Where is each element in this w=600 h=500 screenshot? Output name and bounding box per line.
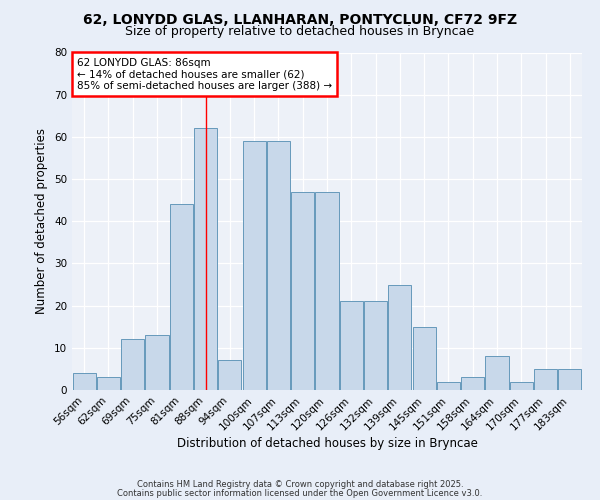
- Text: Size of property relative to detached houses in Bryncae: Size of property relative to detached ho…: [125, 25, 475, 38]
- Bar: [73, 373, 95, 390]
- Bar: [170, 204, 193, 390]
- X-axis label: Distribution of detached houses by size in Bryncae: Distribution of detached houses by size …: [176, 438, 478, 450]
- Text: 62, LONYDD GLAS, LLANHARAN, PONTYCLUN, CF72 9FZ: 62, LONYDD GLAS, LLANHARAN, PONTYCLUN, C…: [83, 12, 517, 26]
- Bar: [485, 356, 509, 390]
- Bar: [388, 284, 412, 390]
- Bar: [364, 302, 387, 390]
- Bar: [242, 141, 266, 390]
- Y-axis label: Number of detached properties: Number of detached properties: [35, 128, 49, 314]
- Text: Contains public sector information licensed under the Open Government Licence v3: Contains public sector information licen…: [118, 488, 482, 498]
- Bar: [194, 128, 217, 390]
- Bar: [510, 382, 533, 390]
- Bar: [534, 369, 557, 390]
- Bar: [97, 378, 120, 390]
- Bar: [437, 382, 460, 390]
- Bar: [145, 335, 169, 390]
- Bar: [559, 369, 581, 390]
- Bar: [291, 192, 314, 390]
- Bar: [316, 192, 338, 390]
- Bar: [267, 141, 290, 390]
- Bar: [218, 360, 241, 390]
- Bar: [461, 378, 484, 390]
- Text: 62 LONYDD GLAS: 86sqm
← 14% of detached houses are smaller (62)
85% of semi-deta: 62 LONYDD GLAS: 86sqm ← 14% of detached …: [77, 58, 332, 91]
- Bar: [121, 340, 144, 390]
- Text: Contains HM Land Registry data © Crown copyright and database right 2025.: Contains HM Land Registry data © Crown c…: [137, 480, 463, 489]
- Bar: [413, 326, 436, 390]
- Bar: [340, 302, 363, 390]
